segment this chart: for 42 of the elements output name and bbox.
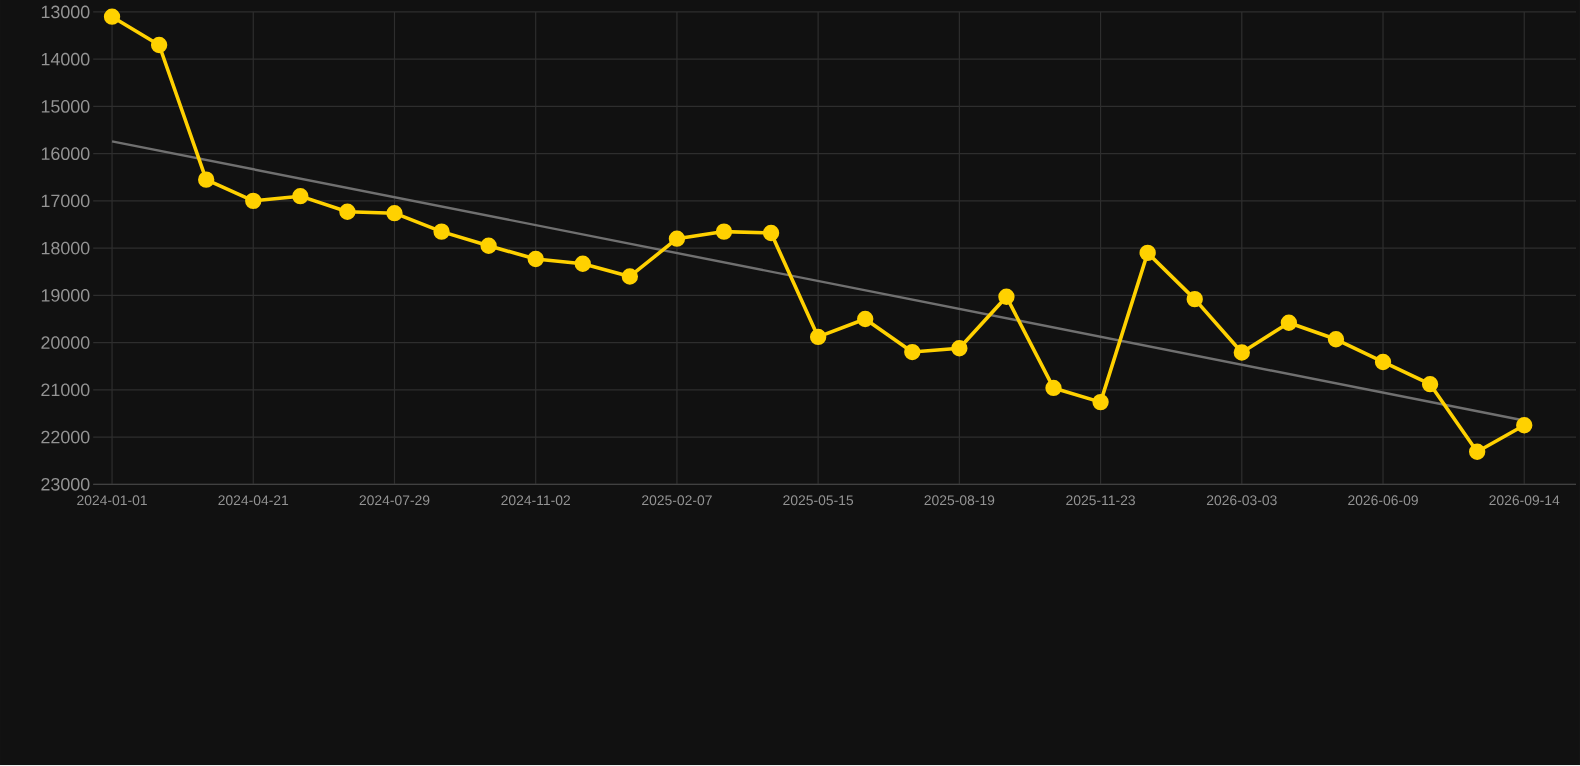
point (951, 340, 968, 357)
point (527, 251, 544, 268)
y-tick-label: 19000 (41, 289, 90, 303)
point (1233, 344, 1250, 362)
point (386, 205, 403, 222)
point (1516, 417, 1533, 434)
point (715, 223, 733, 241)
point (1045, 380, 1062, 397)
y-tick-label: 18000 (41, 242, 90, 255)
y-tick-label: 13000 (41, 5, 90, 19)
point (1280, 314, 1298, 332)
point (762, 225, 780, 242)
point (1374, 354, 1392, 371)
point (998, 288, 1015, 306)
point (1139, 245, 1156, 262)
y-tick-label: 17000 (41, 194, 90, 208)
point (150, 37, 168, 54)
point (433, 223, 450, 241)
point (857, 311, 874, 328)
y-tick-label: 21000 (41, 383, 90, 397)
point (1327, 331, 1345, 348)
point (1468, 443, 1486, 461)
point (480, 237, 497, 255)
point (809, 329, 827, 346)
point (1186, 291, 1203, 308)
point (103, 8, 121, 26)
point (339, 203, 356, 221)
y-tick-label: 20000 (41, 336, 90, 350)
point (574, 255, 591, 273)
y-tick-label: 15000 (41, 100, 90, 114)
point (245, 193, 262, 210)
point (621, 268, 639, 285)
point (292, 188, 309, 205)
point (1092, 394, 1109, 411)
point (904, 344, 921, 361)
y-tick-label: 22000 (41, 431, 90, 444)
y-tick-label: 14000 (41, 53, 90, 66)
point (198, 171, 215, 189)
point (668, 230, 686, 248)
y-tick-label: 23000 (41, 478, 90, 491)
y-tick-label: 16000 (41, 147, 90, 161)
point (1421, 376, 1439, 393)
